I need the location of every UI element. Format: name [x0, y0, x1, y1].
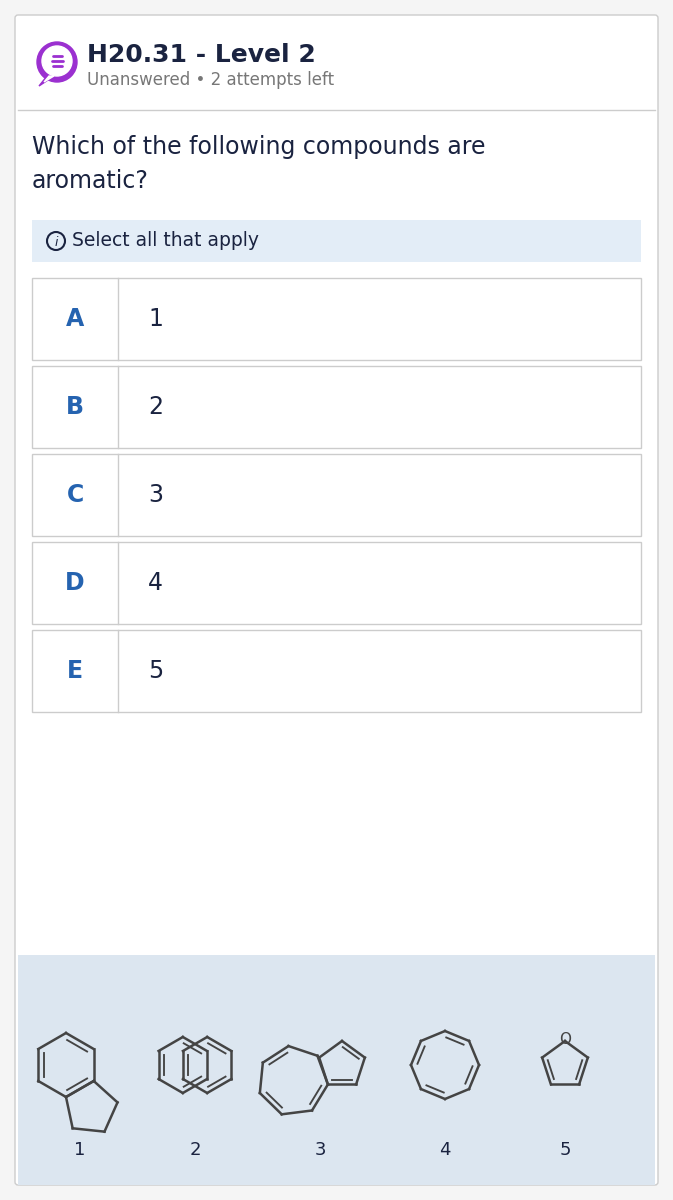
Polygon shape [39, 76, 54, 86]
Text: 3: 3 [148, 482, 163, 506]
Text: 1: 1 [148, 307, 163, 331]
Text: 3: 3 [314, 1141, 326, 1159]
Text: 1: 1 [74, 1141, 85, 1159]
FancyBboxPatch shape [32, 220, 641, 262]
Text: 2: 2 [189, 1141, 201, 1159]
Text: C: C [67, 482, 83, 506]
Text: A: A [66, 307, 84, 331]
Text: D: D [65, 571, 85, 595]
FancyBboxPatch shape [32, 630, 641, 712]
Circle shape [42, 46, 72, 76]
Text: 4: 4 [439, 1141, 451, 1159]
Text: B: B [66, 395, 84, 419]
Text: 2: 2 [148, 395, 163, 419]
FancyBboxPatch shape [15, 14, 658, 1186]
Text: H20.31 - Level 2: H20.31 - Level 2 [87, 43, 316, 67]
Text: O: O [559, 1032, 571, 1046]
FancyBboxPatch shape [32, 278, 641, 360]
FancyBboxPatch shape [32, 366, 641, 448]
Text: Unanswered • 2 attempts left: Unanswered • 2 attempts left [87, 71, 334, 89]
Circle shape [37, 42, 77, 82]
FancyBboxPatch shape [32, 542, 641, 624]
Text: 4: 4 [148, 571, 163, 595]
Text: Select all that apply: Select all that apply [72, 232, 259, 251]
FancyBboxPatch shape [18, 955, 655, 1186]
Text: E: E [67, 659, 83, 683]
Polygon shape [44, 76, 54, 82]
Text: Which of the following compounds are
aromatic?: Which of the following compounds are aro… [32, 134, 485, 193]
FancyBboxPatch shape [32, 454, 641, 536]
Text: 5: 5 [148, 659, 164, 683]
Text: 5: 5 [559, 1141, 571, 1159]
Text: i: i [55, 235, 58, 248]
